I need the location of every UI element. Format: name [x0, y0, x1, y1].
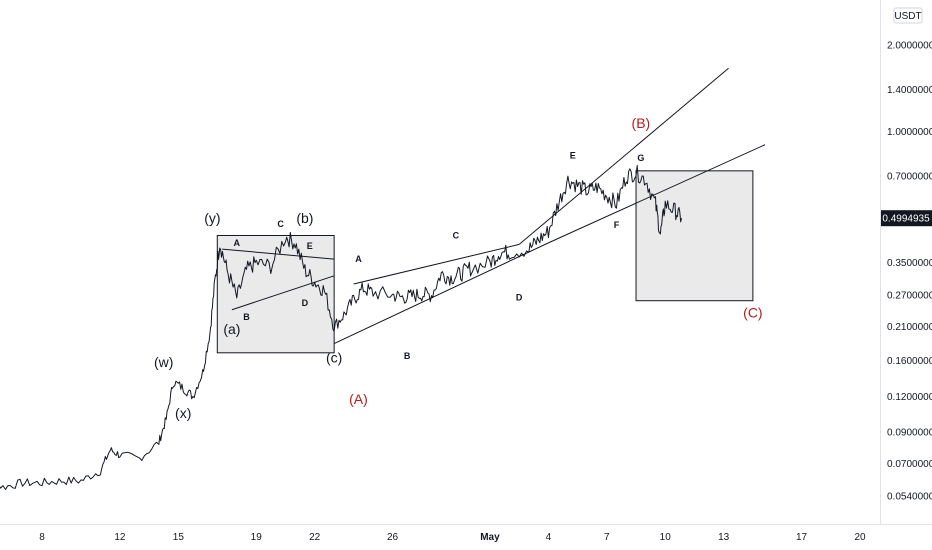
- time-tick-13: 20: [854, 532, 866, 543]
- time-tick-2: 12: [114, 532, 126, 543]
- time-tick-10: 10: [660, 532, 672, 543]
- wave-labels: (y) (b) (w) (x) (a) (c) A B C D E A B C D E F G (A) (B) (C): [154, 115, 763, 421]
- price-series: [0, 164, 682, 490]
- trend-line-2[interactable]: [231, 275, 335, 311]
- price-tick-9: 0.1600000: [887, 356, 932, 367]
- wave-label-2: (b): [296, 210, 313, 226]
- wave-label-3: (w): [154, 354, 173, 370]
- wave-label-7: A: [234, 238, 241, 248]
- last-price-label: 0.4994935: [882, 214, 930, 225]
- wave-label-14: C: [453, 230, 460, 240]
- wave-label-9: C: [277, 219, 284, 229]
- trend-line-6[interactable]: [548, 144, 766, 244]
- price-tick-4: 1.0000000: [887, 127, 932, 138]
- price-tick-8: 0.2100000: [887, 322, 932, 333]
- wave-label-15: D: [516, 293, 523, 303]
- wave-label-8: B: [243, 312, 250, 322]
- last-price-badge-box: [881, 210, 932, 227]
- price-axis[interactable]: 2.0000000 1.4000000 1.0000000 0.7000000 0.35…: [887, 41, 932, 503]
- time-tick-8: 4: [546, 532, 552, 543]
- time-tick-1: 8: [39, 532, 45, 543]
- wave-label-17: F: [614, 220, 620, 230]
- wave-label-10: D: [302, 298, 309, 308]
- price-tick-7: 0.2700000: [887, 291, 932, 302]
- currency-label: USDT: [894, 11, 921, 22]
- trend-line-4[interactable]: [353, 243, 520, 285]
- wave-label-12: A: [355, 254, 362, 264]
- price-tick-2: 2.0000000: [887, 41, 932, 52]
- time-tick-11: 13: [718, 532, 730, 543]
- wave-label-21: (C): [743, 304, 762, 320]
- currency-badge-box: [893, 7, 923, 24]
- price-tick-5: 0.7000000: [887, 172, 932, 183]
- wave-label-4: (x): [175, 405, 191, 421]
- wave-label-11: E: [307, 241, 313, 251]
- wave-label-5: (a): [223, 321, 240, 337]
- wave-label-13: B: [404, 351, 411, 361]
- price-tick-10: 0.1200000: [887, 392, 932, 403]
- price-line: [0, 164, 682, 490]
- price-tick-13: 0.0540000: [887, 492, 932, 503]
- price-tick-3: 1.4000000: [887, 85, 932, 96]
- wave-label-16: E: [570, 151, 576, 161]
- trend-lines: [222, 67, 766, 345]
- time-tick-5: 22: [309, 532, 321, 543]
- wave-label-1: (y): [204, 210, 220, 226]
- wave-label-20: (B): [632, 115, 651, 131]
- wave-label-6: (c): [326, 350, 342, 366]
- time-tick-9: 7: [604, 532, 610, 543]
- time-tick-7: May: [480, 532, 500, 543]
- price-tick-6: 0.3500000: [887, 258, 932, 269]
- time-tick-4: 19: [251, 532, 263, 543]
- trend-line-3[interactable]: [333, 242, 549, 345]
- currency-badge[interactable]: USDT: [893, 7, 923, 24]
- last-price-badge: 0.4994935: [881, 210, 932, 227]
- range-box-2[interactable]: [635, 170, 754, 302]
- trend-line-1[interactable]: [222, 248, 335, 260]
- time-tick-3: 15: [173, 532, 185, 543]
- wave-label-19: (A): [349, 391, 368, 407]
- time-tick-6: 26: [387, 532, 399, 543]
- price-tick-11: 0.0900000: [887, 428, 932, 439]
- wave-label-18: G: [637, 153, 644, 163]
- time-axis[interactable]: 8 12 15 19 22 26 May 4 7 10 13 17 20: [39, 532, 866, 543]
- trend-line-5[interactable]: [518, 67, 729, 245]
- range-boxes: [216, 170, 754, 354]
- price-tick-12: 0.0700000: [887, 459, 932, 470]
- time-tick-12: 17: [796, 532, 808, 543]
